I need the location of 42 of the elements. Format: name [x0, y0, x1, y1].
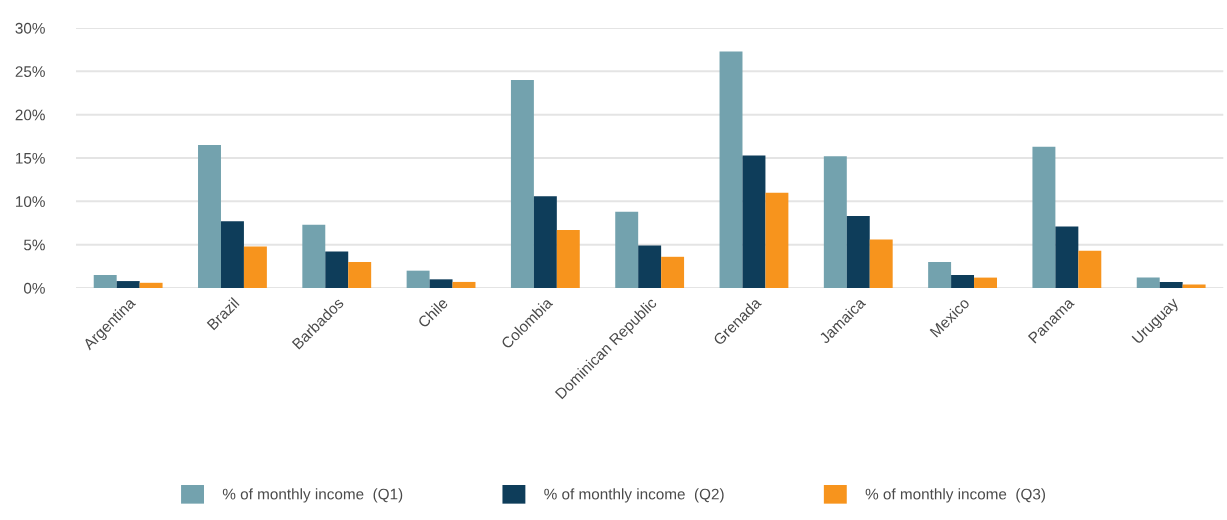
y-tick-label: 0%	[23, 282, 45, 294]
bar	[615, 211, 639, 288]
bar	[974, 277, 997, 288]
bar	[325, 251, 349, 288]
bar	[452, 281, 476, 288]
bar	[869, 239, 893, 288]
bar	[243, 246, 267, 288]
bar	[661, 256, 685, 288]
bar	[93, 275, 117, 288]
bar	[823, 156, 847, 288]
bar	[198, 145, 221, 288]
bar	[1032, 146, 1056, 288]
bar	[1159, 281, 1183, 288]
legend-label: % of monthly income (Q2)	[544, 488, 724, 503]
bar	[406, 270, 430, 288]
bar	[742, 155, 766, 288]
bar	[220, 221, 244, 288]
legend-label: % of monthly income (Q3)	[865, 488, 1045, 503]
bar	[510, 80, 534, 288]
bar	[719, 51, 743, 288]
y-tick-label: 30%	[15, 22, 45, 34]
y-tick-label: 20%	[15, 109, 45, 121]
bar	[302, 224, 326, 288]
bar	[1055, 226, 1079, 288]
bar	[139, 282, 163, 288]
legend-label: % of monthly income (Q1)	[222, 488, 403, 503]
bar	[1136, 277, 1160, 288]
bar	[765, 192, 789, 288]
bar	[116, 281, 140, 288]
bar	[1078, 250, 1102, 288]
y-tick-label: 10%	[16, 196, 45, 208]
y-tick-label: 15%	[16, 152, 45, 164]
y-tick-label: 25%	[15, 66, 45, 78]
bar	[429, 279, 453, 288]
bar	[846, 216, 870, 288]
bar	[533, 196, 557, 288]
y-tick-label: 5%	[23, 239, 45, 251]
bar	[638, 245, 662, 288]
bar	[348, 262, 372, 288]
bar	[928, 262, 952, 288]
bar	[951, 275, 975, 288]
bar	[556, 229, 580, 288]
